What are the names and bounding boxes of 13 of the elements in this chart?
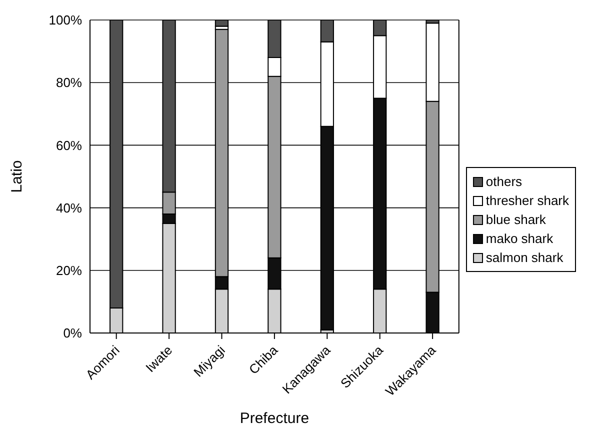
y-tick-label: 20%	[56, 263, 82, 278]
y-tick-label: 100%	[48, 12, 82, 28]
y-tick-label: 0%	[63, 326, 82, 341]
legend-label: others	[486, 173, 522, 191]
y-tick-label: 80%	[56, 75, 82, 90]
y-tick-label: 40%	[56, 200, 82, 216]
legend-label: salmon shark	[486, 249, 564, 267]
y-tick-label: 60%	[56, 138, 82, 153]
legend-label: thresher shark	[486, 192, 569, 210]
legend-label: blue shark	[486, 211, 546, 229]
x-axis-title: Prefecture	[240, 410, 310, 427]
legend-label: mako shark	[486, 230, 554, 248]
y-axis-title: Latio	[8, 160, 26, 193]
